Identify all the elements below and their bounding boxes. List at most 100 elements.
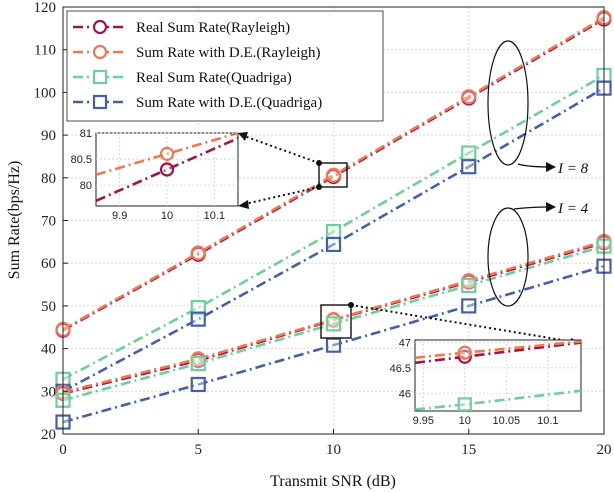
inset-series <box>415 340 581 411</box>
grid-lines <box>63 7 604 434</box>
legend-label: Sum Rate with D.E.(Rayleigh) <box>136 45 321 61</box>
data-point-i-8-10 <box>325 167 342 183</box>
inset-point-sum-rate-with-d-e-rayleigh <box>159 146 175 161</box>
legend-item-sum-rate-with-d-e-rayleigh: Sum Rate with D.E.(Rayleigh) <box>73 44 321 61</box>
connector-i8-top-head <box>238 132 248 141</box>
series-layer <box>55 10 612 430</box>
y-tick-label-30: 30 <box>41 384 56 400</box>
data-point-i-8-10 <box>325 236 342 253</box>
data-point-i-8-15 <box>461 145 477 161</box>
legend-label: Real Sum Rate(Rayleigh) <box>136 20 290 36</box>
inset-line-real-sum-rate-rayleigh <box>96 137 238 202</box>
data-point-i-4-10 <box>325 316 342 332</box>
y-tick-label-20: 20 <box>41 427 56 443</box>
inset-y-tick-label: 46.5 <box>390 363 411 375</box>
y-tick-label-70: 70 <box>41 214 56 230</box>
zoom-box-i4 <box>320 304 352 339</box>
inset-line-real-sum-rate-quadriga <box>415 389 581 411</box>
data-point-i-8-10 <box>325 224 342 240</box>
inset-zoom-i4: 9.95 10 10.05 10.1 46 46.5 47 <box>390 338 582 427</box>
data-point-i-4-5 <box>190 376 206 393</box>
inset-zoom-i8: 9.9 10 10.1 80 80.5 81 <box>71 128 239 222</box>
data-point-i-4-10 <box>325 337 342 353</box>
legend-swatch-marker <box>92 94 108 110</box>
legend-item-real-sum-rate-rayleigh: Real Sum Rate(Rayleigh) <box>73 19 290 36</box>
x-tick-label-10: 10 <box>326 442 341 458</box>
inset-x-tick-label: 9.95 <box>413 415 434 427</box>
inset-x-tick-label: 10.05 <box>493 415 521 427</box>
annotation-i4-label: I = 4 <box>557 201 589 217</box>
series-line <box>62 244 605 402</box>
inset-point-sum-rate-with-d-e-rayleigh <box>457 345 472 360</box>
data-point-i-8-15 <box>461 159 477 175</box>
inset-line-sum-rate-with-d-e-rayleigh <box>415 340 581 360</box>
legend-label: Real Sum Rate(Quadriga) <box>136 70 292 86</box>
data-point-i-4-15 <box>461 277 477 294</box>
axis-ticks: 0 5 10 15 20 20 30 40 50 60 70 80 90 100 110 120 <box>34 0 612 458</box>
data-point-i-8-5 <box>190 245 206 261</box>
annotation-i8-label: I = 8 <box>557 161 589 177</box>
legend-swatch-marker <box>92 69 108 85</box>
y-tick-label-90: 90 <box>41 128 56 144</box>
x-tick-label-20: 20 <box>597 442 612 458</box>
legend-swatch-marker <box>92 44 108 60</box>
y-tick-label-110: 110 <box>34 43 56 59</box>
connector-i4-dot <box>348 302 354 308</box>
annotation-i4-arrowhead <box>546 202 556 212</box>
connector-i8-bottom-head <box>238 200 249 209</box>
zoom-box-i8 <box>318 162 348 188</box>
connector-i8-bottom-dot <box>316 184 322 190</box>
inset-point-real-sum-rate-rayleigh <box>159 162 175 177</box>
series-line <box>62 16 605 331</box>
legend-swatch-marker <box>92 19 108 35</box>
y-axis-label: Sum Rate(bps/Hz) <box>6 161 23 280</box>
y-tick-label-60: 60 <box>41 256 56 272</box>
y-tick-label-50: 50 <box>41 299 56 315</box>
legend: Real Sum Rate(Rayleigh) Sum Rate with D.E… <box>66 10 384 122</box>
data-point-i-8-15 <box>461 89 477 105</box>
series-i-8-sum-rate-with-d-e-rayleigh <box>55 10 612 337</box>
y-tick-label-40: 40 <box>41 342 56 358</box>
inset-x-tick-label: 10 <box>161 210 173 222</box>
legend-label: Sum Rate with D.E.(Quadriga) <box>136 95 322 111</box>
annotation-i4-ellipse <box>487 207 529 307</box>
inset-y-tick-label: 80.5 <box>71 154 92 166</box>
inset-series <box>96 133 238 202</box>
annotation-i8: I = 8 <box>487 40 589 177</box>
inset-y-tick-label: 80 <box>80 180 92 192</box>
x-tick-label-0: 0 <box>59 442 67 458</box>
inset-point-real-sum-rate-quadriga <box>457 397 472 411</box>
data-point-i-8-5 <box>190 300 206 316</box>
connector-i8-top-dot <box>316 160 322 166</box>
series-line <box>62 74 605 381</box>
annotation-i8-ellipse <box>487 40 529 166</box>
data-point-i-4-15 <box>461 298 477 314</box>
inset-y-tick-label: 46 <box>399 388 411 400</box>
x-axis-label: Transmit SNR (dB) <box>270 473 396 490</box>
annotation-i8-arrowhead <box>546 162 556 172</box>
inset-x-tick-label: 10.1 <box>204 210 225 222</box>
connector-i8-top <box>243 135 320 164</box>
series-line <box>62 87 605 393</box>
inset-x-tick-label: 10 <box>459 415 471 427</box>
inset-y-tick-label: 47 <box>399 338 411 350</box>
series-i-4-real-sum-rate-quadriga <box>55 238 612 408</box>
data-point-i-8-5 <box>190 311 206 327</box>
x-tick-label-5: 5 <box>195 442 203 458</box>
data-point-i-4-5 <box>190 355 206 372</box>
y-tick-label-120: 120 <box>34 0 57 16</box>
x-tick-label-15: 15 <box>461 442 476 458</box>
legend-item-real-sum-rate-quadriga: Real Sum Rate(Quadriga) <box>73 69 292 86</box>
series-line <box>62 240 605 394</box>
series-line <box>62 264 605 424</box>
inset-x-tick-label: 9.9 <box>112 210 127 222</box>
inset-x-tick-label: 10.1 <box>537 415 558 427</box>
inset-y-tick-label: 81 <box>80 128 92 140</box>
inset-line-real-sum-rate-rayleigh <box>415 341 581 365</box>
y-tick-label-80: 80 <box>41 171 56 187</box>
legend-item-sum-rate-with-d-e-quadriga: Sum Rate with D.E.(Quadriga) <box>73 94 322 111</box>
annotation-i4: I = 4 <box>487 201 589 307</box>
y-tick-label-100: 100 <box>34 85 57 101</box>
inset-line-sum-rate-with-d-e-rayleigh <box>96 133 238 176</box>
